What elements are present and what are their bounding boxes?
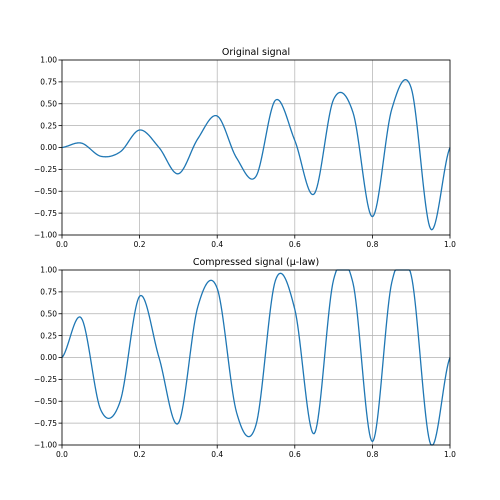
x-tick-label: 0.8 bbox=[366, 240, 378, 249]
x-tick-label: 0.6 bbox=[289, 240, 301, 249]
y-tick-label: 0.75 bbox=[40, 288, 57, 297]
chart-title: Compressed signal (μ-law) bbox=[193, 257, 319, 268]
x-tick-label: 0.0 bbox=[56, 450, 68, 459]
y-tick-label: −0.75 bbox=[34, 419, 57, 428]
x-tick-label: 0.6 bbox=[289, 450, 301, 459]
x-tick-label: 1.0 bbox=[444, 450, 456, 459]
y-tick-label: 1.00 bbox=[40, 266, 57, 275]
y-tick-label: −0.75 bbox=[34, 209, 57, 218]
x-tick-label: 0.4 bbox=[211, 240, 223, 249]
y-tick-label: 0.50 bbox=[40, 99, 57, 108]
subplot-2: 0.0 0.2 0.4 0.6 0.8 1.0 1.00 0.75 0.50 0.25 0.00 −0… bbox=[34, 257, 456, 459]
y-tick-label: 0.25 bbox=[40, 121, 57, 130]
x-tick-label: 0.2 bbox=[134, 450, 146, 459]
x-tick-label: 1.0 bbox=[444, 240, 456, 249]
y-tick-label: 1.00 bbox=[40, 56, 57, 65]
series-line-1 bbox=[61, 79, 451, 231]
y-tick-label: −0.25 bbox=[34, 375, 57, 384]
y-tick-label: 0.50 bbox=[40, 309, 57, 318]
y-tick-label: −0.25 bbox=[34, 165, 57, 174]
y-tick-label: 0.75 bbox=[40, 78, 57, 87]
grid bbox=[61, 269, 451, 446]
chart-title: Original signal bbox=[222, 47, 290, 58]
subplot-1: 0.0 0.2 0.4 0.6 0.8 1.0 1.00 0.75 0.50 0.25 0.00 −0… bbox=[34, 47, 456, 249]
x-tick-label: 0.2 bbox=[134, 240, 146, 249]
y-tick-label: −1.00 bbox=[34, 441, 57, 450]
series-line-1 bbox=[61, 269, 451, 446]
y-tick-label: −0.50 bbox=[34, 397, 57, 406]
y-tick-label: −1.00 bbox=[34, 231, 57, 240]
y-tick-label: −0.50 bbox=[34, 187, 57, 196]
x-tick-label: 0.4 bbox=[211, 450, 223, 459]
y-tick-label: 0.00 bbox=[40, 143, 57, 152]
y-tick-label: 0.00 bbox=[40, 353, 57, 362]
grid bbox=[61, 59, 451, 236]
y-tick-label: 0.25 bbox=[40, 331, 57, 340]
x-tick-label: 0.8 bbox=[366, 450, 378, 459]
x-tick-label: 0.0 bbox=[56, 240, 68, 249]
